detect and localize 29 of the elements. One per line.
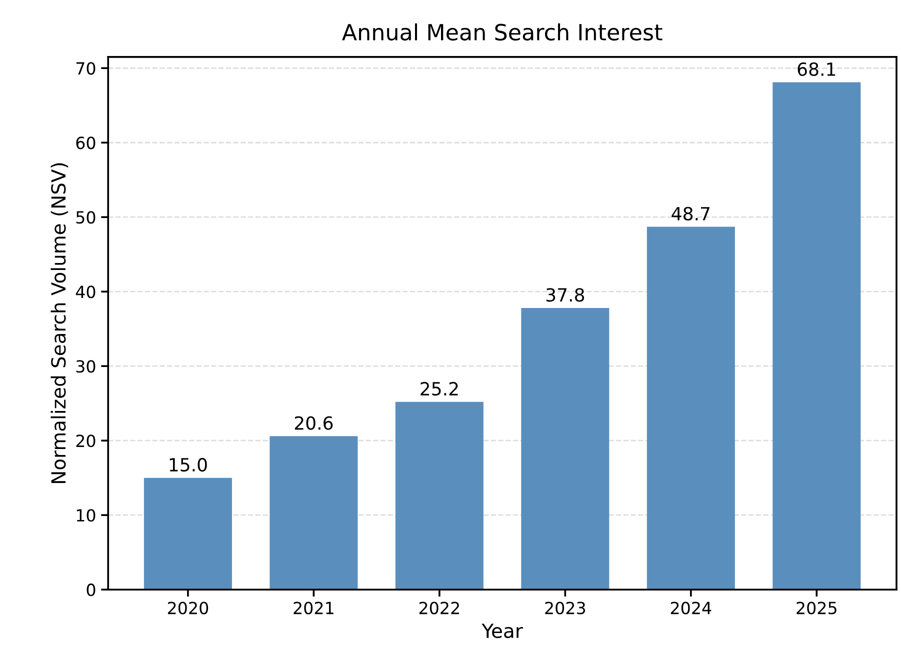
y-tick-label: 70 xyxy=(76,62,96,75)
y-tick-label: 50 xyxy=(76,211,96,224)
chart-title: Annual Mean Search Interest xyxy=(342,23,662,41)
data-label: 48.7 xyxy=(672,206,710,221)
data-label: 15.0 xyxy=(170,458,207,472)
data-label: 68.1 xyxy=(798,62,836,76)
y-tick-label: 30 xyxy=(76,360,96,373)
y-tick-label: 60 xyxy=(76,136,96,150)
x-tick-label: 2023 xyxy=(545,602,586,614)
y-tick-label: 0 xyxy=(86,584,96,596)
x-tick-label: 2020 xyxy=(168,602,208,614)
x-axis-title: Year xyxy=(482,624,523,638)
bar xyxy=(521,308,610,590)
x-tick-label: 2022 xyxy=(419,602,459,614)
x-tick-label: 2025 xyxy=(796,602,836,614)
x-tick-label: 2021 xyxy=(294,602,334,614)
bar xyxy=(144,478,232,590)
x-tick-label: 2024 xyxy=(670,602,712,614)
y-tick-label: 20 xyxy=(76,434,96,448)
bar xyxy=(270,436,358,590)
y-tick-label: 10 xyxy=(76,509,96,522)
data-label: 37.8 xyxy=(546,288,584,302)
bar xyxy=(772,82,861,590)
data-label: 25.2 xyxy=(420,382,458,396)
bar xyxy=(646,226,735,590)
y-axis-title: Normalized Search Volume (NSV) xyxy=(50,163,68,484)
y-tick-label: 40 xyxy=(76,286,96,298)
bar xyxy=(395,402,484,590)
data-label: 20.6 xyxy=(294,416,333,430)
